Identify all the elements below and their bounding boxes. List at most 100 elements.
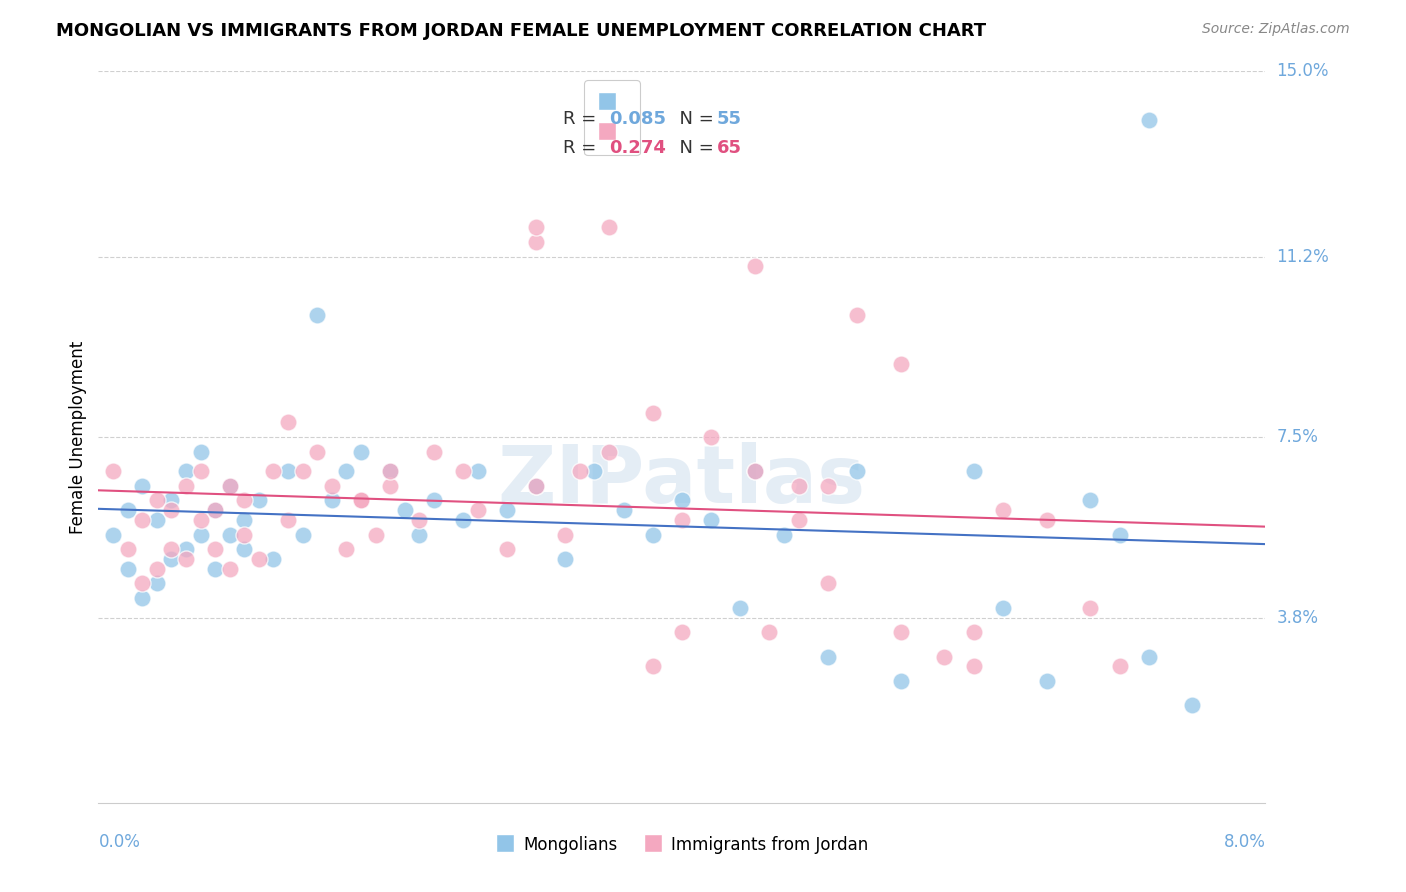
Point xyxy=(277,416,299,430)
Point xyxy=(1137,649,1160,664)
Point xyxy=(101,464,124,478)
Point xyxy=(700,430,723,444)
Point xyxy=(190,527,212,541)
Point xyxy=(233,527,256,541)
Point xyxy=(277,513,299,527)
Point xyxy=(160,493,183,508)
Point xyxy=(1137,113,1160,128)
Point xyxy=(845,308,868,322)
Text: 11.2%: 11.2% xyxy=(1277,248,1329,266)
Point xyxy=(423,493,446,508)
Point xyxy=(131,576,153,591)
Text: Source: ZipAtlas.com: Source: ZipAtlas.com xyxy=(1202,22,1350,37)
Point xyxy=(1080,600,1102,615)
Point xyxy=(890,673,912,688)
Text: 0.0%: 0.0% xyxy=(98,833,141,851)
Point xyxy=(350,493,373,508)
Text: R =: R = xyxy=(562,110,607,128)
Point xyxy=(233,542,256,557)
Point xyxy=(1035,673,1057,688)
Y-axis label: Female Unemployment: Female Unemployment xyxy=(69,341,87,533)
Point xyxy=(146,493,169,508)
Point xyxy=(291,527,314,541)
Point xyxy=(117,542,139,557)
Point xyxy=(174,552,197,566)
Point xyxy=(174,464,197,478)
Point xyxy=(962,659,984,673)
Point xyxy=(1108,659,1130,673)
Text: 55: 55 xyxy=(717,110,742,128)
Point xyxy=(218,527,240,541)
Point xyxy=(641,406,664,420)
Point xyxy=(408,513,430,527)
Point xyxy=(350,444,373,458)
Point xyxy=(817,576,839,591)
Point xyxy=(307,444,329,458)
Point xyxy=(773,527,796,541)
Point xyxy=(131,479,153,493)
Point xyxy=(262,552,284,566)
Text: 65: 65 xyxy=(717,139,742,157)
Point xyxy=(262,464,284,478)
Point xyxy=(160,503,183,517)
Point xyxy=(991,503,1014,517)
Point xyxy=(247,493,270,508)
Point xyxy=(146,576,169,591)
Point xyxy=(758,625,780,640)
Point xyxy=(174,542,197,557)
Point xyxy=(890,625,912,640)
Point xyxy=(423,444,446,458)
Text: N =: N = xyxy=(668,139,720,157)
Point xyxy=(845,464,868,478)
Point xyxy=(496,503,519,517)
Point xyxy=(1181,698,1204,713)
Point xyxy=(1035,513,1057,527)
Point xyxy=(787,513,810,527)
Point xyxy=(277,464,299,478)
Point xyxy=(233,513,256,527)
Point xyxy=(817,479,839,493)
Point xyxy=(991,600,1014,615)
Point xyxy=(190,444,212,458)
Text: 3.8%: 3.8% xyxy=(1277,608,1319,626)
Point xyxy=(117,503,139,517)
Point xyxy=(218,479,240,493)
Point xyxy=(160,552,183,566)
Point xyxy=(350,493,373,508)
Point xyxy=(671,625,693,640)
Point xyxy=(890,357,912,371)
Point xyxy=(335,464,357,478)
Text: N =: N = xyxy=(668,110,720,128)
Point xyxy=(598,220,620,235)
Point xyxy=(700,513,723,527)
Point xyxy=(496,542,519,557)
Text: MONGOLIAN VS IMMIGRANTS FROM JORDAN FEMALE UNEMPLOYMENT CORRELATION CHART: MONGOLIAN VS IMMIGRANTS FROM JORDAN FEMA… xyxy=(56,22,987,40)
Point xyxy=(598,444,620,458)
Point xyxy=(204,562,226,576)
Point xyxy=(744,260,766,274)
Point xyxy=(190,513,212,527)
Point xyxy=(146,562,169,576)
Point xyxy=(962,464,984,478)
Point xyxy=(641,527,664,541)
Point xyxy=(160,542,183,557)
Point xyxy=(380,464,402,478)
Point xyxy=(962,625,984,640)
Point xyxy=(524,479,547,493)
Point xyxy=(364,527,387,541)
Text: 0.085: 0.085 xyxy=(610,110,666,128)
Point xyxy=(408,527,430,541)
Point xyxy=(568,464,591,478)
Point xyxy=(612,503,634,517)
Point xyxy=(335,542,357,557)
Point xyxy=(131,591,153,605)
Point xyxy=(1108,527,1130,541)
Point xyxy=(307,308,329,322)
Point xyxy=(554,552,576,566)
Point xyxy=(1080,493,1102,508)
Point xyxy=(321,479,343,493)
Point xyxy=(451,464,474,478)
Point xyxy=(467,464,489,478)
Text: 0.274: 0.274 xyxy=(610,139,666,157)
Point xyxy=(233,493,256,508)
